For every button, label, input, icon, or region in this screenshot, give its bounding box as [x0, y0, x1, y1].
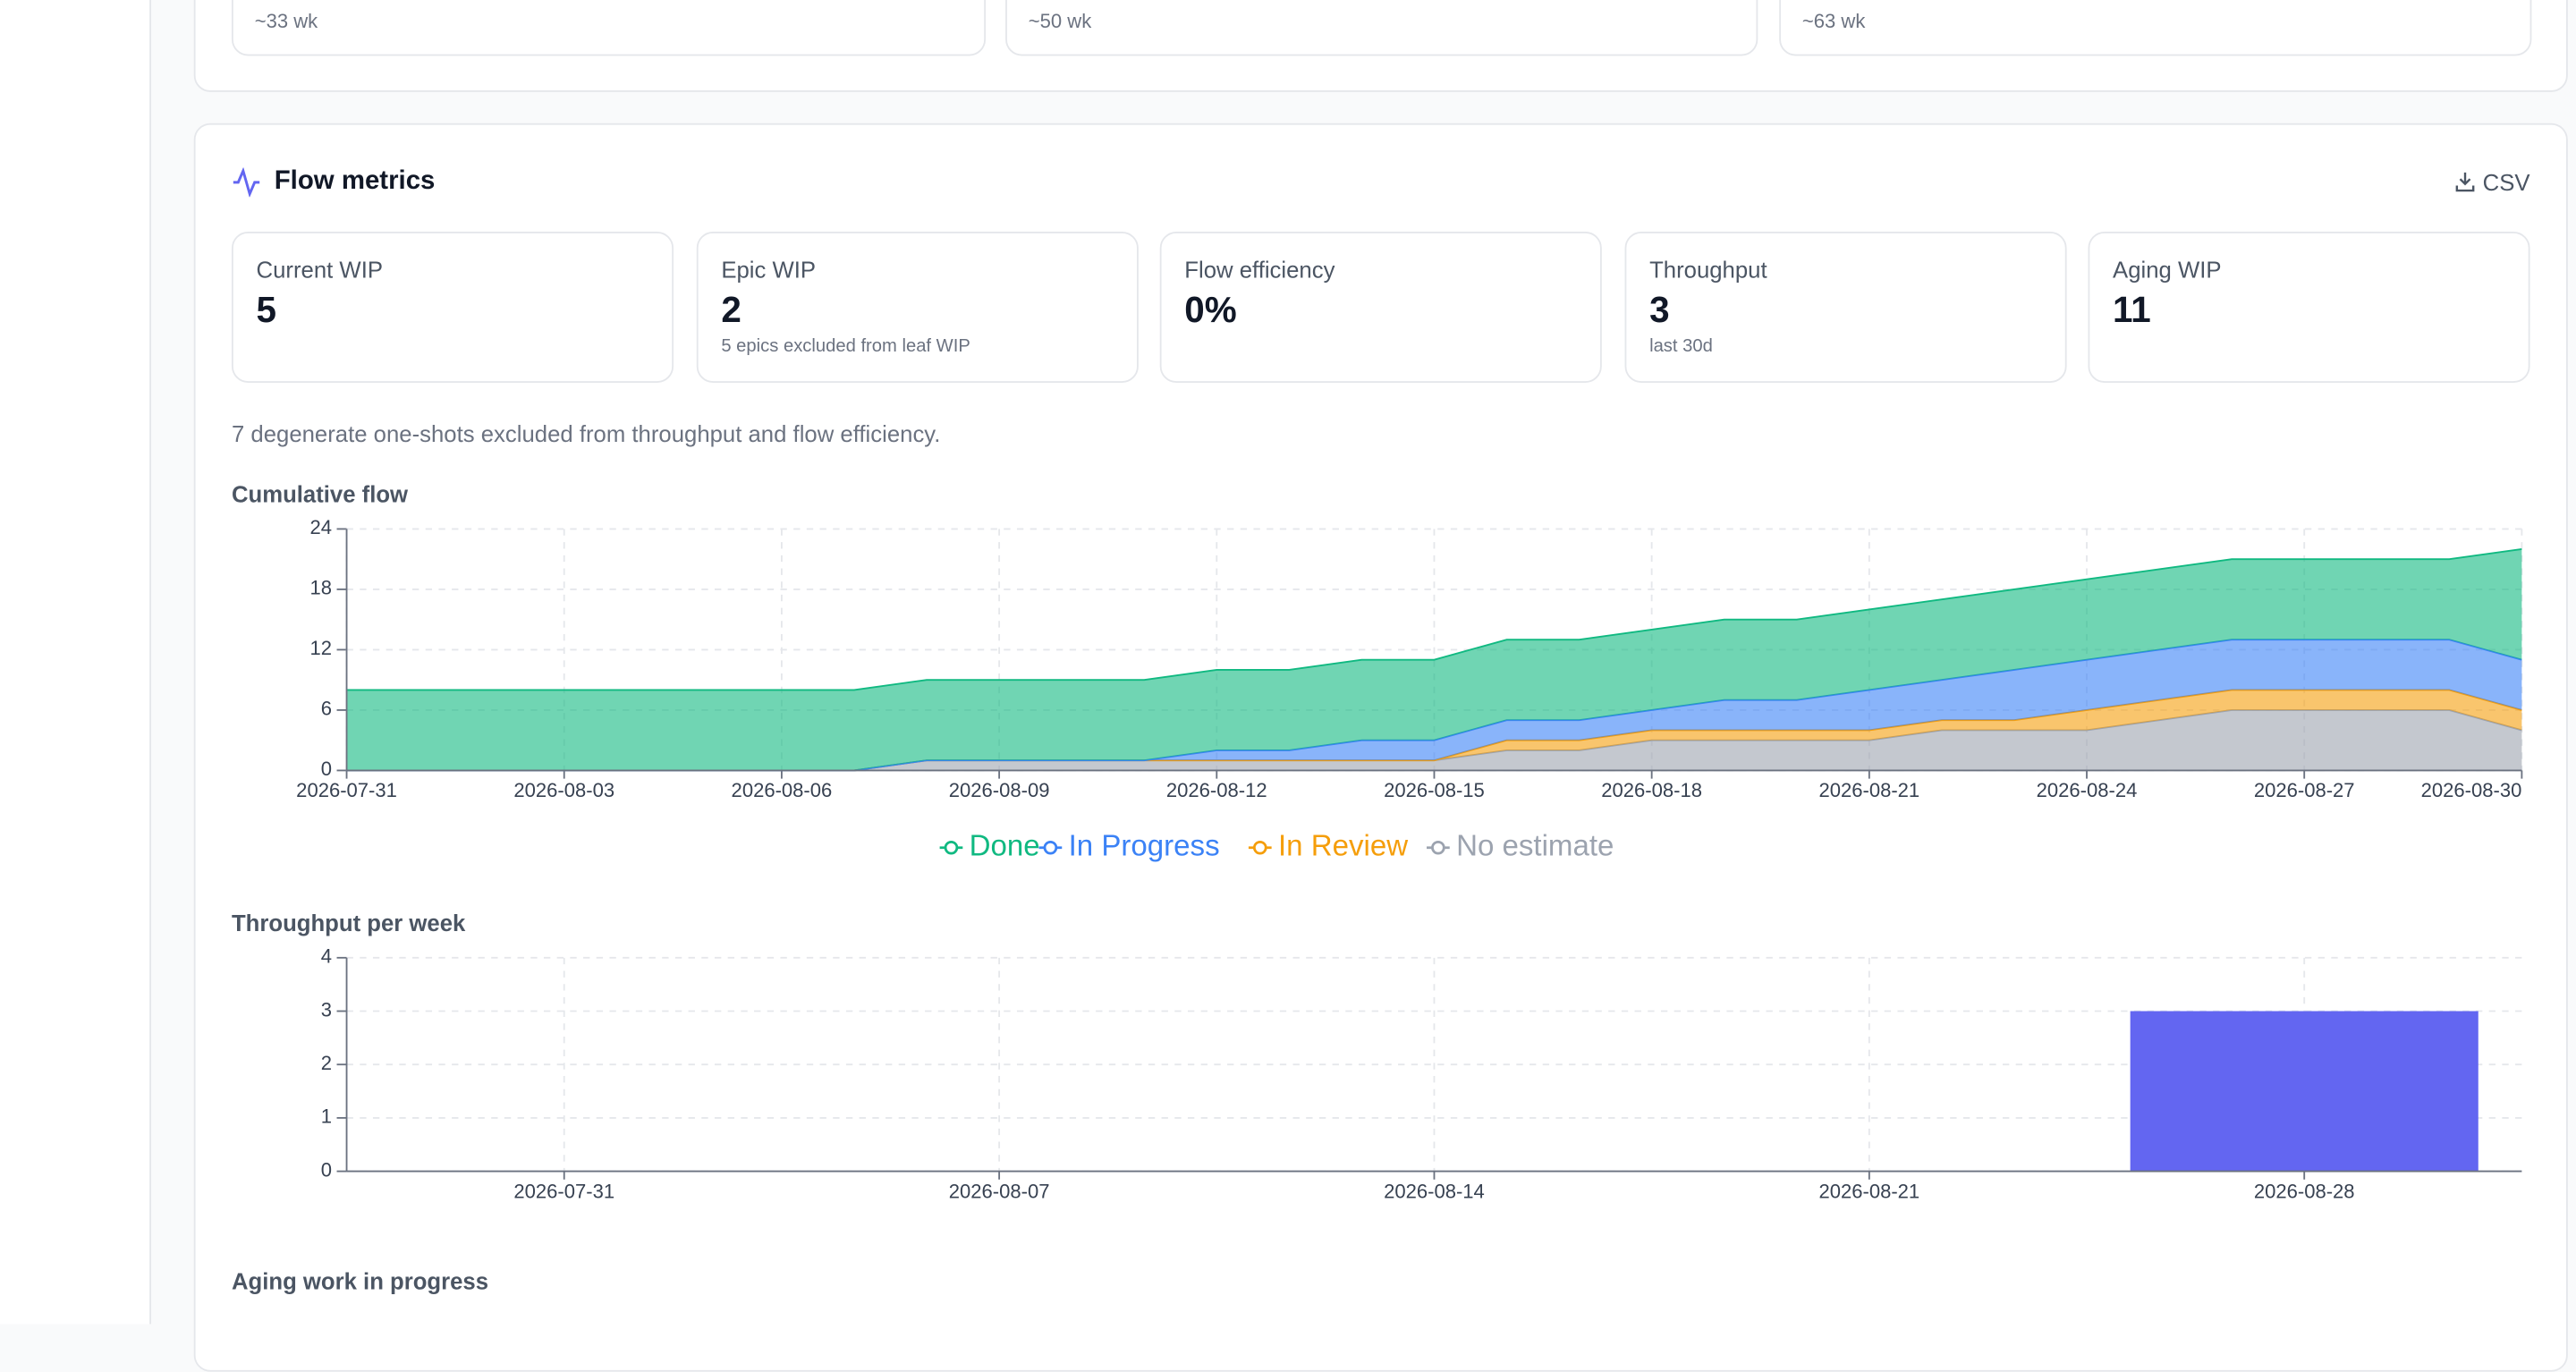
x-tick-label: 2026-08-30: [2421, 779, 2522, 801]
chart-title: Throughput per week: [232, 911, 466, 936]
y-tick-label: 4: [321, 945, 332, 968]
y-tick-label: 6: [321, 698, 332, 720]
metric-card: Epic WIP 2 5 epics excluded from leaf WIP: [696, 231, 1139, 383]
x-tick-label: 2026-08-06: [732, 779, 833, 801]
metric-label: Flow efficiency: [1184, 256, 1335, 283]
area-fill: [346, 690, 2522, 771]
legend-marker: [1043, 840, 1058, 855]
legend-label: In Progress: [1069, 829, 1220, 862]
metric-value: 0%: [1184, 289, 1237, 331]
x-tick-label: 2026-08-28: [2254, 1180, 2355, 1202]
y-tick-label: 18: [310, 577, 333, 599]
top-card: ~33 wk: [231, 0, 987, 56]
top-card: ~63 wk: [1779, 0, 2532, 56]
x-tick-label: 2026-08-27: [2254, 779, 2355, 801]
metric-value: 2: [721, 289, 741, 331]
area-fill: [346, 709, 2522, 771]
x-tick-label: 2026-08-03: [513, 779, 614, 801]
csv-button[interactable]: CSV: [2454, 169, 2530, 196]
metric-value: 11: [2113, 289, 2151, 331]
area-fill: [346, 639, 2522, 771]
x-tick-label: 2026-07-31: [513, 1180, 614, 1202]
top-card: ~50 wk: [1005, 0, 1758, 56]
y-tick-label: 1: [321, 1105, 332, 1128]
legend-label: Done: [970, 829, 1040, 862]
metric-label: Epic WIP: [721, 256, 817, 283]
metric-card: Aging WIP 11: [2088, 231, 2530, 383]
top-card-sub: ~33 wk: [254, 10, 318, 33]
y-tick-label: 0: [321, 758, 332, 780]
charts: Aging work in progress Cumulative flow 0 6…: [232, 482, 2523, 1294]
top-panel: ~33 wk ~50 wk ~63 wk: [193, 0, 2568, 92]
x-tick-label: 2026-08-07: [949, 1180, 1050, 1202]
metric-label: Aging WIP: [2113, 256, 2222, 283]
area-line: [346, 548, 2522, 691]
panel-title: Flow metrics: [274, 167, 436, 196]
x-tick-label: 2026-07-31: [296, 779, 397, 801]
legend-marker: [1252, 840, 1267, 855]
y-tick-label: 12: [310, 637, 333, 659]
metric-value: 3: [1649, 289, 1670, 331]
bar: [2130, 1011, 2479, 1172]
metric-note: 5 epics excluded from leaf WIP: [721, 336, 970, 357]
metric-card: Throughput 3 last 30d: [1624, 231, 2067, 383]
legend-marker: [944, 840, 959, 855]
top-card-sub: ~50 wk: [1028, 10, 1092, 33]
pulse-icon: [233, 167, 260, 198]
chart-title: Cumulative flow: [232, 482, 409, 507]
y-tick-label: 24: [310, 516, 333, 538]
y-tick-label: 3: [321, 998, 332, 1021]
y-tick-label: 0: [321, 1158, 332, 1181]
metric-card: Current WIP 5: [231, 231, 674, 383]
section-title: Aging work in progress: [232, 1269, 488, 1294]
sidebar: [0, 0, 151, 1325]
metric-label: Current WIP: [256, 256, 383, 283]
x-tick-label: 2026-08-18: [1601, 779, 1702, 801]
x-tick-label: 2026-08-14: [1384, 1180, 1485, 1202]
legend-label: No estimate: [1456, 829, 1614, 862]
x-tick-label: 2026-08-12: [1166, 779, 1267, 801]
x-tick-label: 2026-08-09: [949, 779, 1050, 801]
y-tick-label: 2: [321, 1052, 332, 1074]
metric-card: Flow efficiency 0%: [1159, 231, 1602, 383]
exclusion-note: 7 degenerate one-shots excluded from thr…: [231, 420, 941, 447]
x-tick-label: 2026-08-15: [1384, 779, 1485, 801]
metric-value: 5: [256, 289, 277, 331]
csv-label: CSV: [2482, 169, 2530, 196]
top-card-sub: ~63 wk: [1801, 10, 1866, 33]
x-tick-label: 2026-08-24: [2037, 779, 2138, 801]
legend-marker: [1431, 840, 1445, 855]
x-tick-label: 2026-08-21: [1818, 1180, 1919, 1202]
metric-label: Throughput: [1649, 256, 1767, 283]
metric-note: last 30d: [1649, 336, 1713, 357]
x-tick-label: 2026-08-21: [1818, 779, 1919, 801]
download-icon: [2456, 172, 2475, 192]
legend-label: In Review: [1278, 829, 1408, 862]
